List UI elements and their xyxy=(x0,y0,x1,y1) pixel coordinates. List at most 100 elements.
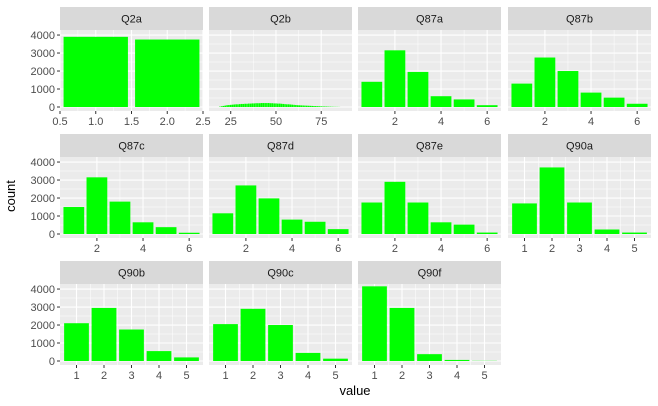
facet-strip xyxy=(508,7,651,30)
facet-strip xyxy=(60,7,203,30)
x-tick-label: 3 xyxy=(277,370,283,382)
facet-strip-label: Q90b xyxy=(118,268,145,280)
bar xyxy=(64,323,89,361)
x-tick-label: 1 xyxy=(521,243,527,255)
facet-panel: Q87e 2 4 6 xyxy=(358,134,501,255)
bar xyxy=(86,177,108,234)
bar xyxy=(407,71,429,107)
bar xyxy=(178,232,200,234)
facet-panel: Q90c 1 2 3 4 5 xyxy=(209,261,352,382)
bar xyxy=(268,325,293,361)
facet-panel: Q87b 2 4 6 xyxy=(508,7,651,128)
x-tick-label: 4 xyxy=(438,116,444,128)
bar xyxy=(567,202,592,234)
bar xyxy=(91,307,117,361)
bar xyxy=(135,39,200,107)
y-tick-label: 2000 xyxy=(31,193,55,205)
bar xyxy=(269,103,272,107)
bar xyxy=(213,324,238,361)
bar xyxy=(309,105,312,107)
bar xyxy=(240,103,243,107)
bar xyxy=(224,105,227,107)
bar xyxy=(222,105,225,107)
bar xyxy=(384,50,406,107)
bar xyxy=(362,286,387,361)
bar xyxy=(249,103,252,107)
y-axis-title: count xyxy=(3,180,18,212)
x-tick-label: 1.0 xyxy=(88,116,103,128)
facet-strip xyxy=(358,7,501,30)
y-tick-label: 1000 xyxy=(31,211,55,223)
facet-strip-label: Q90a xyxy=(566,141,594,153)
x-tick-label: 2 xyxy=(549,243,555,255)
bar xyxy=(271,103,274,107)
y-tick-label: 2000 xyxy=(31,320,55,332)
bar xyxy=(235,104,237,107)
x-tick-label: 3 xyxy=(128,370,134,382)
bar xyxy=(267,103,270,107)
bar xyxy=(318,106,321,107)
x-tick-label: 2 xyxy=(94,243,100,255)
bar xyxy=(229,104,232,107)
bar xyxy=(298,105,301,107)
x-tick-label: 2 xyxy=(399,370,405,382)
facet-panel: Q87d 2 4 6 xyxy=(209,134,352,255)
y-tick-label: 4000 xyxy=(31,284,55,296)
y-tick-label: 4000 xyxy=(31,30,55,42)
bar xyxy=(300,105,303,107)
bar xyxy=(302,105,304,107)
facet-strip xyxy=(209,134,352,157)
x-tick-label: 50 xyxy=(270,116,282,128)
bar xyxy=(304,105,306,107)
bar xyxy=(262,103,265,107)
x-tick-label: 5 xyxy=(631,243,637,255)
bar xyxy=(444,359,470,361)
bar xyxy=(233,104,236,107)
facet-panel: Q87a 2 4 6 xyxy=(358,7,501,128)
bar xyxy=(212,213,234,234)
x-tick-label: 2 xyxy=(392,243,398,255)
bar xyxy=(226,105,228,107)
bar xyxy=(361,81,383,107)
bar xyxy=(63,36,128,107)
bar xyxy=(255,103,257,107)
x-tick-label: 4 xyxy=(438,243,444,255)
bar xyxy=(327,229,349,234)
facet-strip xyxy=(358,261,501,284)
facet-strip-label: Q2a xyxy=(121,14,143,26)
facet-strip-label: Q90f xyxy=(418,268,443,280)
bar xyxy=(63,207,85,234)
bar xyxy=(295,352,321,361)
facet-panel: Q90a 1 2 3 4 5 xyxy=(508,134,651,255)
bar xyxy=(244,103,247,107)
x-tick-label: 4 xyxy=(305,370,311,382)
x-axis-title: value xyxy=(339,383,370,398)
bar xyxy=(594,229,620,234)
bar xyxy=(257,103,259,107)
bar xyxy=(275,103,277,107)
bar xyxy=(323,358,348,361)
bar xyxy=(322,106,324,107)
facet-strip-label: Q87e xyxy=(416,141,443,153)
bar xyxy=(293,104,295,107)
x-tick-label: 2 xyxy=(243,243,249,255)
bar xyxy=(305,105,308,107)
bar xyxy=(238,104,241,107)
bar xyxy=(132,222,154,234)
x-tick-label: 6 xyxy=(186,243,192,255)
x-tick-label: 5 xyxy=(183,370,189,382)
x-tick-label: 2 xyxy=(542,116,548,128)
x-tick-label: 4 xyxy=(604,243,610,255)
y-tick-label: 3000 xyxy=(31,175,55,187)
bar xyxy=(251,103,254,107)
bar xyxy=(282,103,285,107)
bar xyxy=(311,105,313,107)
facet-panel: Q90b 0 1000 2000 3000 4000 1 2 3 4 5 xyxy=(31,261,203,382)
bar xyxy=(534,57,556,107)
bar xyxy=(289,104,292,107)
y-tick-label: 1000 xyxy=(31,338,55,350)
facet-strip-label: Q87b xyxy=(566,14,593,26)
x-tick-label: 3 xyxy=(426,370,432,382)
x-tick-label: 2 xyxy=(250,370,256,382)
